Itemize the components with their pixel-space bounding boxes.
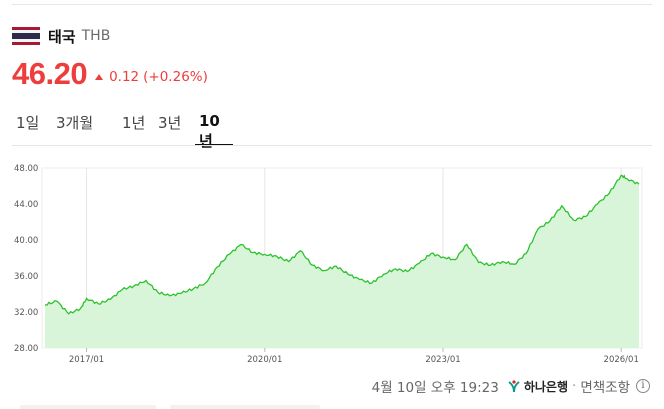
info-circle-icon[interactable]: i: [636, 379, 650, 393]
tab-3y[interactable]: 3년: [158, 114, 182, 132]
period-tabs: 1일 3개월 1년 3년 10년: [12, 108, 233, 150]
tabs-divider: [12, 145, 652, 146]
price-row: 46.20 0.12 (+0.26%): [12, 54, 208, 94]
bottom-placeholders: [20, 405, 340, 409]
tab-10y[interactable]: 10년: [195, 108, 233, 150]
timestamp: 4월 10일 오후 19:23: [371, 380, 499, 396]
top-divider: [12, 4, 652, 5]
country-name: 태국: [48, 27, 76, 46]
tab-3m[interactable]: 3개월: [56, 114, 94, 132]
separator-dot: ·: [572, 378, 577, 394]
y-tick-label: 44.00: [14, 200, 38, 210]
y-tick-label: 28.00: [14, 344, 38, 354]
hana-bank-logo-icon: [508, 380, 520, 393]
x-tick-label: 2023/01: [425, 355, 460, 365]
tab-1y[interactable]: 1년: [122, 114, 146, 132]
change-percent: (+0.26%): [143, 69, 208, 85]
currency-code: THB: [81, 28, 111, 44]
price-change: 0.12 (+0.26%): [95, 69, 208, 85]
currency-header: 태국 THB: [12, 24, 110, 48]
disclaimer-link[interactable]: 면책조항: [580, 380, 630, 396]
chart-footer: 4월 10일 오후 19:23 하나은행 · 면책조항 i: [372, 376, 650, 396]
provider: 하나은행: [507, 378, 568, 395]
x-tick-label: 2026/01: [604, 355, 639, 365]
y-tick-label: 40.00: [14, 236, 38, 246]
y-tick-label: 48.00: [14, 164, 38, 174]
provider-name: 하나은행: [523, 379, 569, 394]
series-area: [45, 175, 639, 348]
y-tick-label: 32.00: [14, 308, 38, 318]
series-line: [44, 174, 640, 315]
current-price: 46.20: [12, 56, 88, 91]
chart-svg: 48.00 44.00 40.00 36.00 32.00 28.00 2017/01 202…: [14, 164, 643, 365]
thailand-flag-icon: [12, 27, 40, 45]
price-chart[interactable]: 48.00 44.00 40.00 36.00 32.00 28.00 2017/01 202…: [0, 150, 664, 372]
x-tick-label: 2017/01: [69, 355, 104, 365]
tab-1d[interactable]: 1일: [16, 114, 40, 132]
x-tick-label: 2020/01: [247, 355, 282, 365]
up-triangle-icon: [95, 74, 104, 80]
y-tick-label: 36.00: [14, 272, 38, 282]
change-value: 0.12: [109, 69, 140, 85]
